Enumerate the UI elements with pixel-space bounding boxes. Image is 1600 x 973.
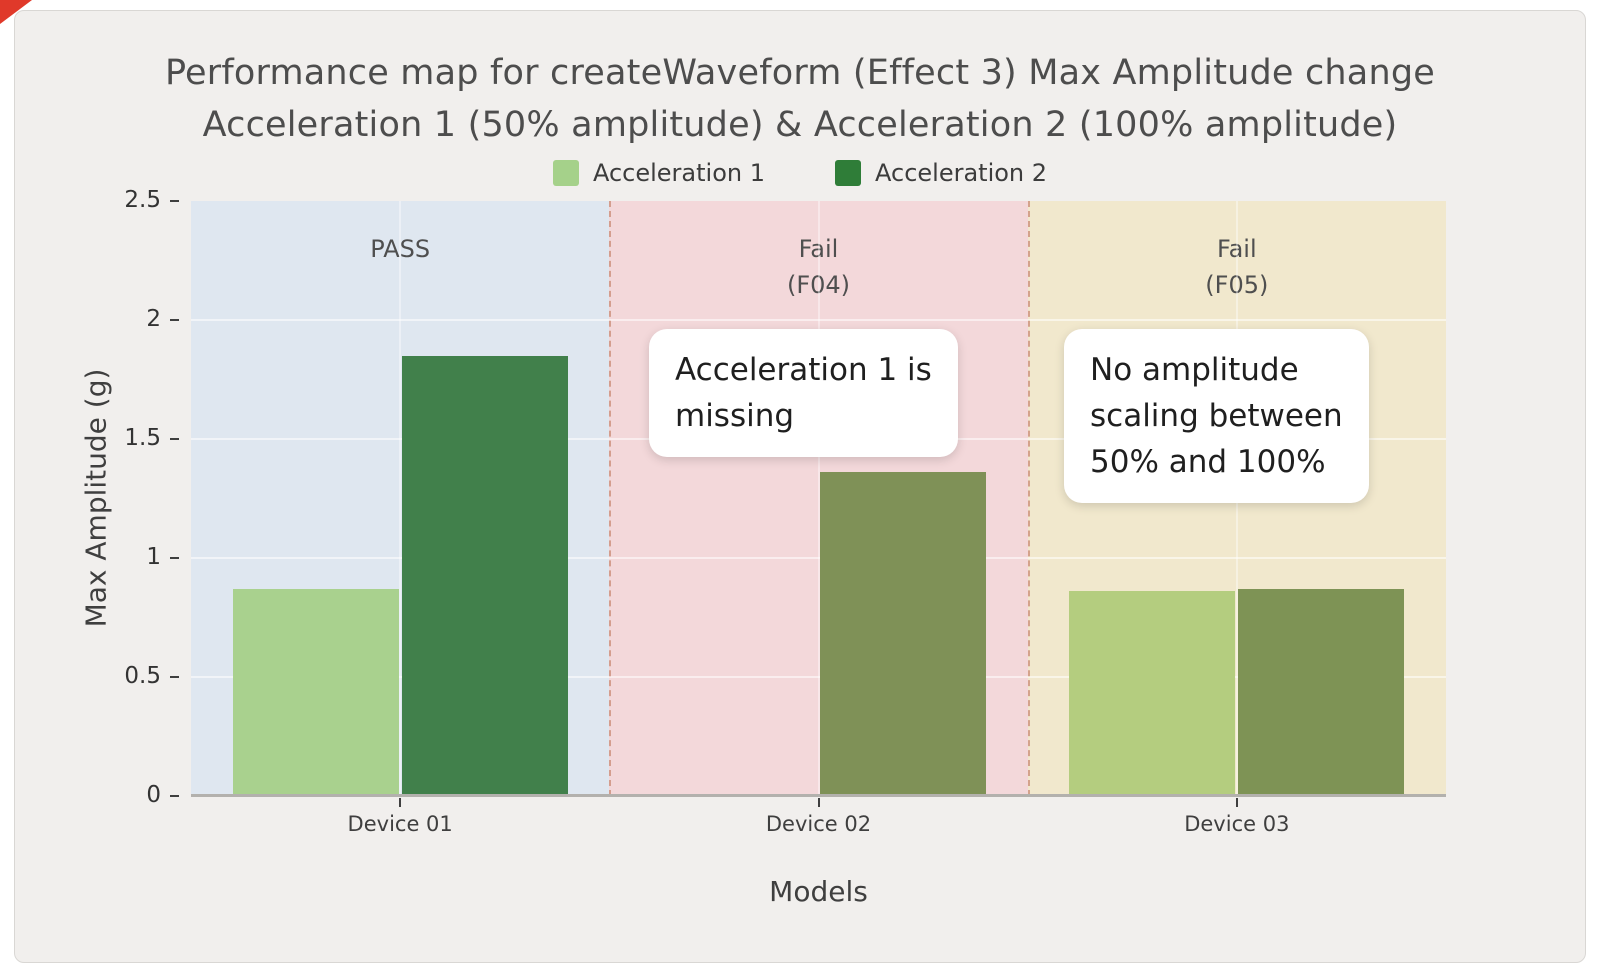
chart-subtitle: Acceleration 1 (50% amplitude) & Acceler… (202, 105, 1398, 145)
y-tick-label: 1.5 (124, 425, 161, 451)
legend: Acceleration 1 Acceleration 2 (15, 159, 1585, 187)
y-tick-label: 1 (146, 544, 161, 570)
annotation-line: scaling between (1090, 398, 1343, 434)
gridline (191, 319, 1446, 321)
y-tick-label: 2.5 (124, 187, 161, 213)
legend-swatch-acceleration-1 (552, 160, 579, 186)
x-tick-mark (817, 798, 820, 807)
annotation-acceleration-1-missing: Acceleration 1 is missing (649, 329, 958, 457)
chart-card: Performance map for createWaveform (Effe… (14, 10, 1586, 963)
legend-label-acceleration-2: Acceleration 2 (875, 159, 1048, 187)
region-label-pass: PASS (191, 231, 609, 267)
y-tick-mark (170, 557, 179, 559)
region-label-line: (F05) (1205, 271, 1269, 299)
y-tick-mark (170, 676, 179, 678)
bar-acceleration-2-device-01 (401, 355, 568, 796)
plot-area: PASS Fail (F04) Fail (F05) Acce (191, 201, 1446, 797)
y-tick-label: 2 (146, 306, 161, 332)
x-tick-label-device-02: Device 02 (765, 812, 872, 836)
gridline (191, 557, 1446, 559)
x-axis-line (191, 794, 1446, 797)
bar-acceleration-1-device-03 (1069, 591, 1236, 796)
region-label-line: Fail (798, 235, 839, 263)
y-tick-mark (170, 438, 179, 440)
x-axis-title: Models (769, 875, 868, 908)
gridline (191, 676, 1446, 678)
bar-acceleration-2-device-02 (820, 472, 986, 796)
y-tick-mark (170, 795, 179, 797)
region-label-fail-f04: Fail (F04) (609, 231, 1027, 303)
x-axis: Device 01 Device 02 Device 03 (191, 796, 1446, 846)
y-tick-label: 0 (146, 782, 161, 808)
annotation-line: missing (675, 398, 795, 434)
x-tick-label-device-03: Device 03 (1184, 812, 1290, 836)
bar-acceleration-2-device-03 (1238, 588, 1405, 796)
y-tick-mark (170, 319, 179, 321)
region-label-fail-f05: Fail (F05) (1028, 231, 1446, 303)
legend-swatch-acceleration-2 (835, 160, 861, 186)
annotation-line: No amplitude (1090, 352, 1299, 388)
x-tick-mark (399, 798, 402, 807)
region-label-line: Fail (1216, 235, 1257, 263)
y-tick-mark (170, 200, 179, 202)
region-label-line: (F04) (786, 271, 851, 299)
gridline-vertical (817, 201, 820, 796)
gridline-vertical (399, 201, 402, 796)
y-axis: 0 0.5 1 1.5 2 2.5 (15, 187, 191, 808)
x-tick-label-device-01: Device 01 (347, 812, 453, 836)
legend-item-acceleration-1[interactable]: Acceleration 1 (552, 159, 765, 187)
annotation-line: 50% and 100% (1090, 444, 1326, 480)
region-label-line: PASS (370, 235, 431, 263)
legend-label-acceleration-1: Acceleration 1 (592, 159, 765, 187)
chart-title: Performance map for createWaveform (Effe… (164, 53, 1435, 93)
region-divider-2 (1027, 201, 1030, 796)
annotation-no-amplitude-scaling: No amplitude scaling between 50% and 100… (1064, 329, 1369, 503)
bar-acceleration-1-device-01 (232, 588, 399, 796)
region-divider-1 (609, 201, 612, 796)
y-tick-label: 0.5 (124, 663, 161, 689)
legend-item-acceleration-2[interactable]: Acceleration 2 (835, 159, 1047, 187)
x-tick-mark (1235, 798, 1238, 807)
annotation-line: Acceleration 1 is (675, 352, 932, 388)
